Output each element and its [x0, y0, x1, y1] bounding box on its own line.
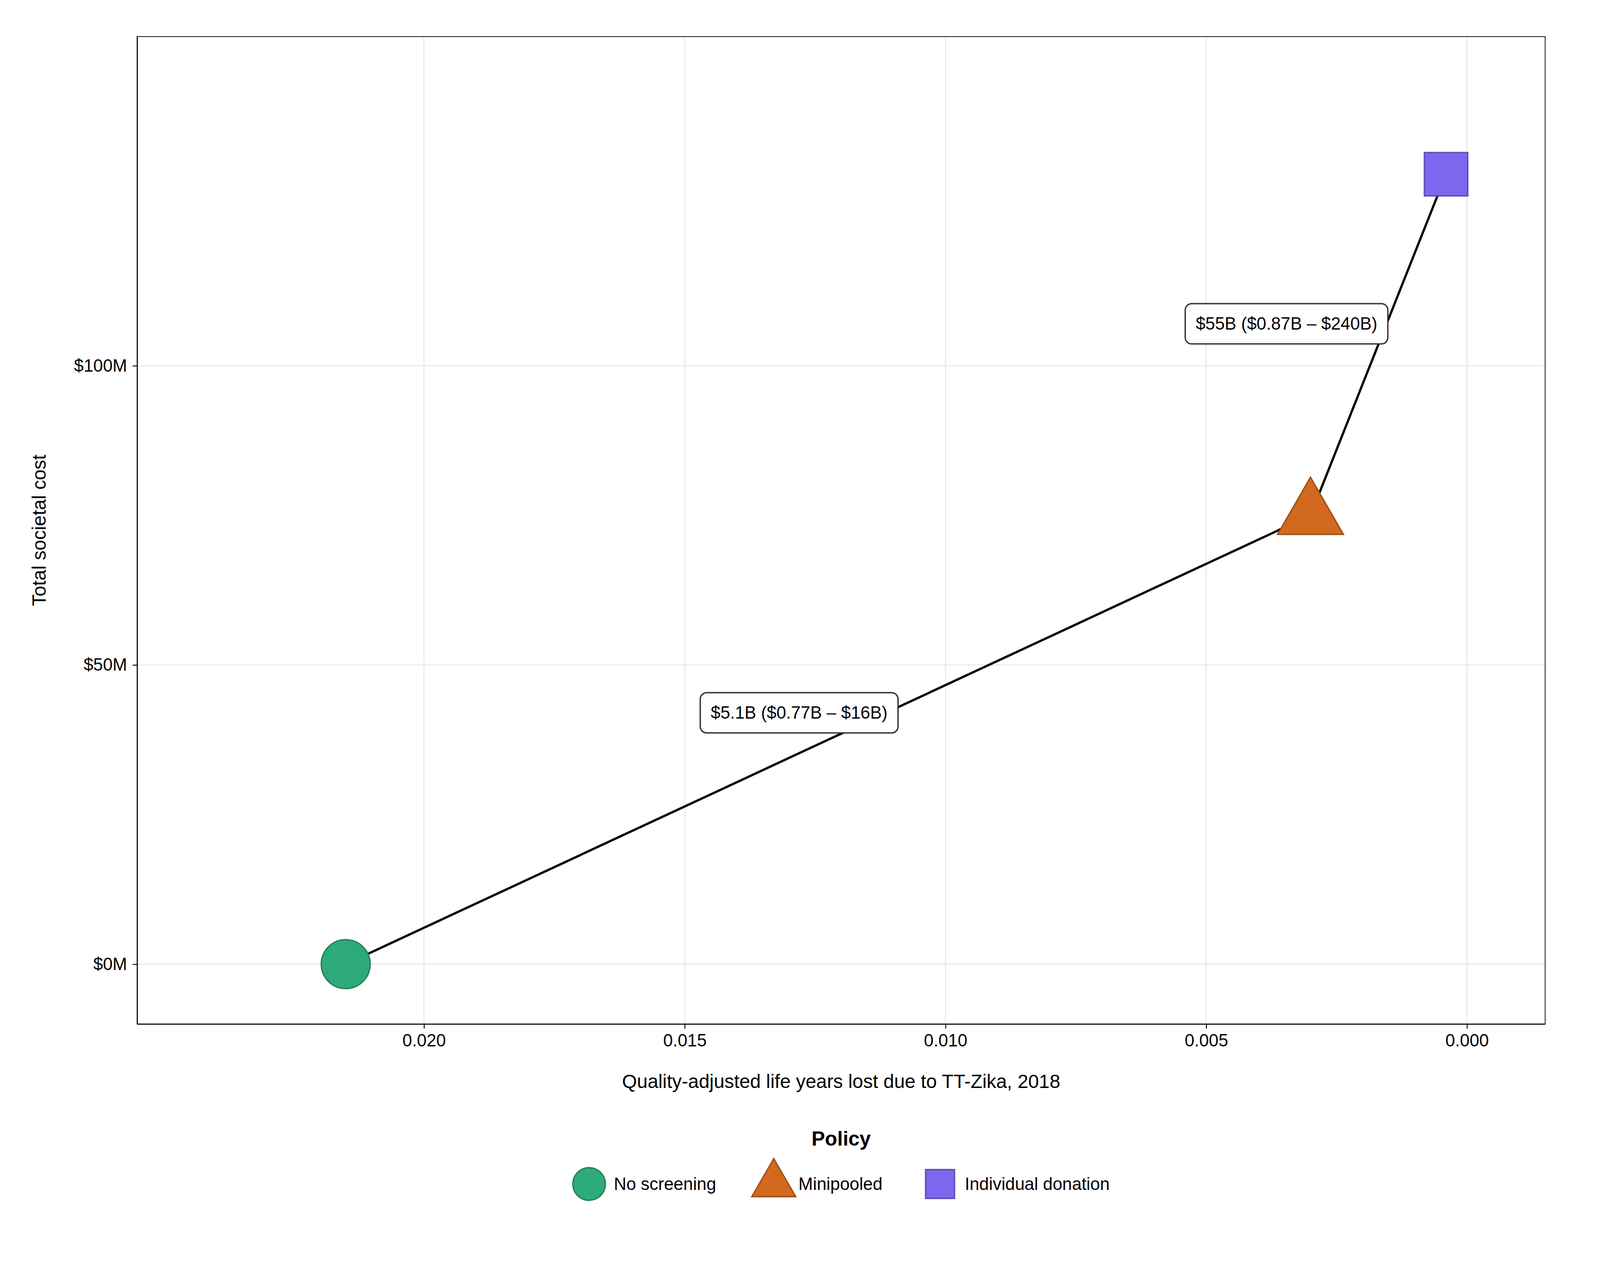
y-tick: $50M	[83, 655, 138, 675]
legend-label: Individual donation	[964, 1174, 1110, 1194]
grid-line-x	[684, 36, 686, 1024]
annotation: $5.1B ($0.77B – $16B)	[700, 692, 899, 733]
connecting-line	[345, 174, 1446, 965]
x-tick-mark	[945, 1024, 947, 1029]
x-tick-label: 0.010	[923, 1030, 968, 1051]
x-tick-mark	[423, 1024, 425, 1029]
x-axis: 0.020 0.015 0.010 0.005 0.000	[137, 1024, 1546, 1051]
y-tick-mark	[132, 964, 138, 966]
x-axis-title: Quality-adjusted life years lost due to …	[622, 1070, 1061, 1093]
plot-frame	[137, 36, 1546, 1024]
marks	[321, 152, 1468, 989]
annotation-box	[700, 692, 899, 733]
x-tick: 0.020	[402, 1024, 446, 1051]
x-axis-line	[137, 1024, 1546, 1025]
y-tick-mark	[132, 664, 138, 666]
x-tick-mark	[1205, 1024, 1207, 1029]
legend-item: No screening	[572, 1167, 717, 1200]
point	[1277, 477, 1344, 535]
y-tick-label: $50M	[83, 655, 128, 675]
y-tick-mark	[132, 365, 138, 367]
y-tick-label: $100M	[74, 356, 128, 376]
y-tick: $100M	[74, 356, 138, 376]
legend-symbol	[752, 1158, 796, 1197]
grid	[137, 36, 1546, 1024]
x-tick: 0.015	[663, 1024, 707, 1051]
x-tick: 0.000	[1445, 1024, 1489, 1051]
x-tick-mark	[684, 1024, 686, 1029]
annotation-text: $5.1B ($0.77B – $16B)	[710, 703, 888, 723]
annotation: $55B ($0.87B – $240B)	[1185, 303, 1388, 344]
annotation-text: $55B ($0.87B – $240B)	[1195, 314, 1378, 334]
plot: 0.020 0.015 0.010 0.005 0.000 $0M $50M $100M $5.…	[74, 36, 1546, 1051]
point	[321, 939, 371, 989]
point	[1424, 152, 1468, 197]
chart: 0.020 0.015 0.010 0.005 0.000 $0M $50M $100M $5.…	[0, 0, 1600, 1280]
grid-line-x	[1205, 36, 1207, 1024]
y-tick: $0M	[93, 954, 138, 974]
y-axis-line	[137, 37, 139, 1025]
y-axis: $0M $50M $100M	[74, 37, 138, 1025]
x-tick-label: 0.005	[1184, 1030, 1228, 1051]
y-tick-label: $0M	[93, 954, 128, 974]
legend-item: Individual donation	[925, 1169, 1110, 1199]
x-tick-label: 0.020	[402, 1030, 446, 1051]
x-tick-label: 0.015	[663, 1030, 707, 1051]
legend-label: No screening	[613, 1174, 717, 1194]
legend-symbol	[925, 1169, 955, 1199]
x-tick-label: 0.000	[1445, 1030, 1489, 1051]
x-tick: 0.005	[1184, 1024, 1228, 1051]
grid-line-y	[137, 664, 1546, 666]
x-tick: 0.010	[923, 1024, 968, 1051]
legend-item: Minipooled	[752, 1158, 883, 1197]
grid-line-x	[944, 36, 946, 1024]
grid-line-x	[423, 36, 425, 1024]
x-tick-mark	[1466, 1024, 1468, 1029]
annotation-box	[1185, 303, 1388, 344]
legend: Policy No screening Minipooled Individual d…	[572, 1127, 1110, 1201]
legend-label: Minipooled	[798, 1174, 883, 1194]
annotations: $5.1B ($0.77B – $16B) $55B ($0.87B – $240…	[700, 303, 1388, 733]
grid-line-y	[137, 365, 1546, 367]
legend-title: Policy	[811, 1127, 871, 1150]
legend-symbol	[572, 1167, 606, 1200]
y-axis-title: Total societal cost	[28, 454, 50, 607]
